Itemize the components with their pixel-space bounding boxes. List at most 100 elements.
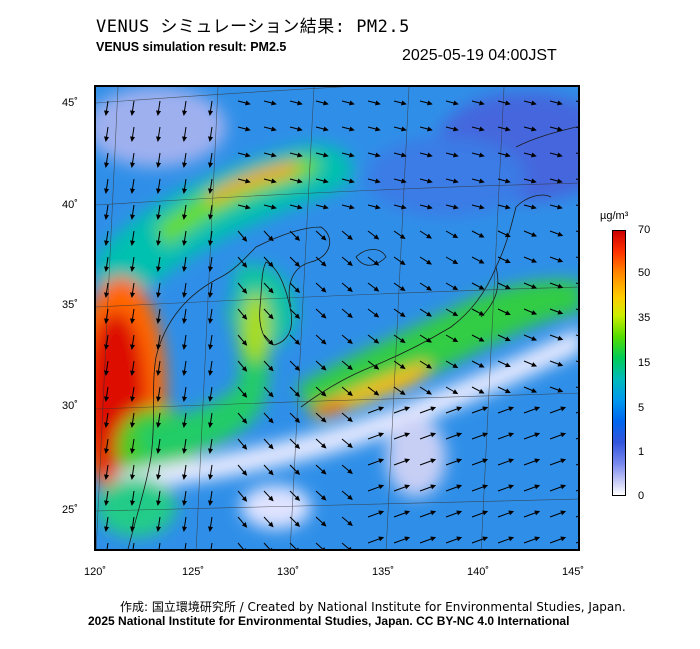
wind-arrow-head [104, 266, 110, 272]
wind-arrow-head [208, 266, 214, 272]
wind-arrow-head [297, 100, 303, 106]
wind-arrow-head [557, 204, 563, 210]
wind-arrow-head [320, 365, 327, 371]
wind-arrow-head [375, 178, 381, 184]
coastlines [127, 126, 577, 549]
wind-arrow-head [130, 240, 136, 246]
wind-arrow-head [478, 232, 485, 238]
wind-arrow-head [347, 494, 353, 501]
wind-arrow-head [156, 500, 162, 506]
wind-arrow-head [182, 526, 188, 532]
pm25-map-canvas [96, 87, 578, 549]
wind-arrow-head [156, 292, 162, 298]
lon-label-145: 145˚ [562, 566, 585, 578]
wind-arrow-head [182, 162, 188, 168]
wind-arrow-head [430, 484, 437, 490]
wind-arrow-head [401, 178, 407, 184]
wind-arrow-head [478, 336, 485, 342]
wind-arrow-shaft [575, 100, 578, 103]
wind-arrow-head [294, 339, 301, 345]
wind-arrow-head [531, 284, 538, 289]
wind-arrow-head [531, 178, 537, 184]
wind-arrow-head [104, 344, 110, 350]
wind-arrow-head [104, 474, 110, 480]
wind-arrow-head [130, 136, 136, 142]
wind-arrow-head [182, 188, 188, 194]
wind-arrow-head [452, 337, 459, 343]
wind-arrow-head [427, 126, 433, 132]
wind-arrow-head [401, 204, 407, 210]
wind-arrow-head [270, 547, 273, 549]
wind-arrow-head [347, 390, 353, 397]
colorbar-unit: µg/m³ [600, 210, 629, 222]
chart-title-japanese: VENUS シミュレーション結果: PM2.5 [96, 17, 410, 37]
wind-arrow-head [347, 234, 353, 241]
wind-arrow-head [347, 260, 353, 267]
wind-arrow-head [531, 100, 537, 106]
wind-arrow-shaft [575, 152, 578, 155]
colorbar-tick-50: 50 [638, 267, 651, 279]
wind-arrow-head [399, 338, 406, 344]
lon-label-140: 140˚ [467, 566, 490, 578]
wind-arrow-head [271, 100, 277, 106]
wind-arrow-head [349, 126, 355, 132]
lat-label-35: 35˚ [62, 299, 78, 311]
wind-arrow-head [504, 310, 511, 316]
wind-arrow-head [104, 526, 110, 532]
wind-arrow-head [104, 448, 110, 454]
wind-arrow-head [560, 484, 567, 490]
wind-arrow-head [208, 422, 214, 428]
wind-arrow-head [531, 336, 538, 341]
wind-arrow-head [294, 391, 301, 397]
pm25-map [94, 85, 580, 551]
colorbar-tick-70: 70 [638, 224, 651, 236]
wind-arrow-head [399, 260, 406, 266]
wind-arrow-head [453, 126, 459, 132]
wind-arrow-head [208, 344, 214, 350]
wind-arrow-head [156, 422, 162, 428]
wind-arrow-head [534, 536, 541, 542]
wind-arrow-head [130, 370, 136, 376]
wind-arrow-head [320, 417, 327, 423]
colorbar-tick-35: 35 [638, 312, 651, 324]
wind-arrow-head [294, 287, 301, 293]
wind-arrow-head [208, 500, 214, 506]
wind-arrow-head [456, 536, 463, 542]
wind-arrow-head [208, 526, 214, 532]
wind-arrow-head [322, 547, 326, 549]
wind-arrow-head [452, 389, 459, 395]
wind-arrow-head [241, 314, 248, 320]
wind-arrow-head [560, 432, 567, 438]
wind-arrow-head [241, 444, 248, 450]
wind-arrow-head [268, 469, 274, 476]
wind-arrow-head [208, 240, 214, 246]
wind-arrow-head [156, 318, 162, 324]
wind-arrow-head [208, 318, 214, 324]
wind-arrow-head [347, 468, 353, 475]
wind-arrow-head [182, 318, 188, 324]
wind-arrow-head [479, 178, 485, 184]
wind-arrow-shaft [575, 126, 578, 129]
wind-arrow-head [373, 338, 380, 344]
wind-arrow-head [130, 292, 136, 298]
lat-label-25: 25˚ [62, 504, 78, 516]
wind-arrow-head [104, 500, 110, 506]
wind-arrow-head [557, 178, 563, 184]
wind-arrow-head [557, 231, 564, 237]
wind-arrow-head [378, 484, 385, 490]
graticule [96, 87, 578, 549]
wind-arrow-head [130, 162, 136, 168]
wind-arrow-head [208, 188, 214, 194]
wind-arrow-head [268, 417, 274, 424]
wind-arrow-head [373, 312, 380, 318]
wind-arrow-head [375, 152, 381, 158]
wind-arrow-head [508, 484, 515, 490]
colorbar-tick-5: 5 [638, 402, 645, 414]
wind-arrow-head [130, 474, 136, 480]
wind-arrow-head [268, 339, 274, 346]
wind-arrow-head [208, 162, 214, 168]
wind-arrow-head [182, 266, 188, 272]
wind-arrow-head [268, 313, 274, 320]
colorbar-tick-0: 0 [638, 490, 645, 502]
colorbar [612, 230, 626, 496]
